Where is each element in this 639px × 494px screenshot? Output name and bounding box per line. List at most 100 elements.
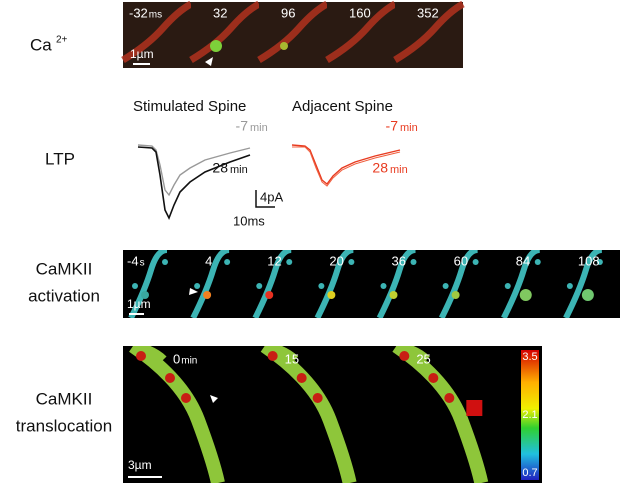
frame-time: 20 [329,253,343,268]
arrowhead [210,395,218,403]
ltp-panel: Stimulated Spine Adjacent Spine -7 min 2… [133,98,418,228]
scale-label: 1µm [130,47,154,61]
spine [380,283,387,289]
trace-time: 28 [372,160,388,176]
scale-label: 10ms [233,213,265,228]
spine [348,259,355,265]
scale-label: 1µm [127,297,151,311]
frame-time: 0 [173,351,180,366]
spine [267,351,278,361]
trace-before [137,144,251,197]
spine [224,259,231,265]
colorbar-label: 2.1 [522,409,537,421]
spine [162,259,168,265]
dendrite [395,346,430,364]
trace-unit: min [390,164,408,176]
ca-strip: -32 ms 32 96 160 352 [121,0,465,68]
dendrite [257,0,329,64]
dendrite [189,0,261,64]
frame-time: 36 [392,253,406,268]
frame-time: 15 [285,351,299,366]
trace-time: -7 [236,118,249,134]
row-label-sup: 2+ [56,35,68,46]
frame-time: 25 [416,351,430,366]
spine [141,291,149,299]
scale-label: 3µm [128,458,152,472]
dendrite [190,250,230,318]
spine [286,259,293,265]
spine [312,393,323,403]
activation-strip: -4 s 4 12 20 36 60 84 108 [123,250,620,318]
spine [466,400,483,416]
spine [596,259,603,265]
spine [165,373,175,383]
frame-unit: ms [149,10,162,21]
arrowhead [189,288,198,295]
dendrite [252,250,292,318]
dendrite [563,250,603,318]
dendrite [128,250,168,318]
translocation-panel: 0 min 15 25 [123,346,518,483]
colorbar-label: 0.7 [522,467,537,479]
dendrite [314,250,354,318]
dendrite [131,346,167,364]
spine [210,40,222,52]
frame-time: 60 [454,253,468,268]
dendrite [392,346,489,483]
spine [136,351,146,361]
dendrite [129,346,225,483]
colorbar-label: 3.5 [522,351,537,363]
trace-adjacent [292,146,401,187]
spine [566,283,573,289]
spine [581,289,594,301]
dendrite [325,0,397,64]
spine [296,373,307,383]
dendrite [260,346,357,483]
trace-title: Adjacent Spine [292,98,393,115]
row-label: activation [28,286,100,305]
spine [318,283,325,289]
frame-time: 4 [205,253,212,268]
row-label: translocation [16,416,112,435]
scale-label: 4pA [260,189,283,204]
spine [451,291,460,299]
spine [265,291,274,299]
dendrite [438,250,478,318]
trace-title: Stimulated Spine [133,98,246,115]
row-label: Ca [30,35,52,54]
frame-time: 108 [578,253,600,268]
frame-time: 84 [516,253,530,268]
spine [256,283,263,289]
spine [472,259,479,265]
frame-time: 160 [349,5,371,20]
spine [410,259,417,265]
spine [280,42,288,50]
frame-unit: min [181,356,197,367]
scale-bar [255,190,275,208]
spine [194,283,201,289]
dendrite [393,0,465,64]
frame-time: -32 [129,5,148,20]
spine [442,283,449,289]
row-label: CaMKII [36,259,93,278]
arrowhead [205,57,213,66]
trace-unit: min [400,122,418,134]
spine [444,393,455,403]
spine [327,291,336,299]
frame-time: 12 [267,253,281,268]
spine [428,373,439,383]
dendrite [501,250,541,318]
spine [534,259,541,265]
dendrite [263,346,299,364]
trace-adjacent [291,144,401,185]
trace-after [137,146,251,220]
dendrite [376,250,416,318]
trace-unit: min [250,122,268,134]
spine [203,291,212,299]
frame-unit: s [140,258,145,269]
trace-time: -7 [386,118,399,134]
spine [132,283,138,289]
trace-unit: min [230,164,248,176]
spine [181,393,191,403]
